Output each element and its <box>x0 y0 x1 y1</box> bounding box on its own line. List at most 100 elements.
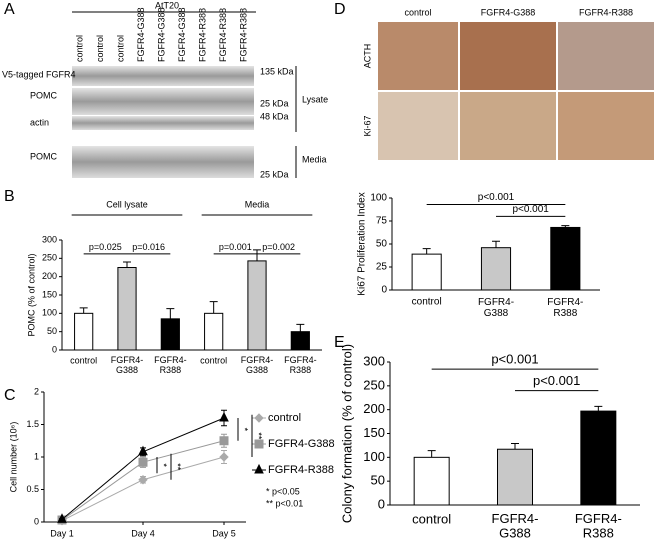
blot-band <box>72 88 254 115</box>
sig-mark: ** <box>254 432 264 440</box>
note: ** p<0.01 <box>266 498 303 508</box>
x-tick-label: FGFR4-G388 <box>241 355 274 375</box>
y-tick-label: 2 <box>34 386 39 396</box>
y-axis-label: Cell number (10⁶) <box>8 422 18 493</box>
bar <box>247 260 267 351</box>
x-tick-label: Day 4 <box>131 528 155 538</box>
y-tick-label: 150 <box>363 425 385 440</box>
error-bar <box>561 225 570 228</box>
lane-label: control <box>95 35 105 62</box>
marker <box>219 411 229 422</box>
error-bar <box>166 308 175 319</box>
y-tick-label: 0 <box>52 344 57 354</box>
y-tick-label: 50 <box>376 239 388 250</box>
lane-label: control <box>74 35 84 62</box>
micrograph <box>378 22 458 90</box>
micrograph-col: control <box>404 7 431 17</box>
blot-group: Media <box>302 154 327 164</box>
p-value: p=0.016 <box>132 242 165 252</box>
blot-group: Lysate <box>302 94 328 104</box>
blot-band <box>72 66 254 86</box>
x-tick-label: FGFR4-G388 <box>492 511 539 540</box>
x-tick-label: control <box>200 355 227 365</box>
panel-letter: C <box>4 387 16 404</box>
x-tick-label: Day 1 <box>50 528 74 538</box>
y-tick-label: 0 <box>378 496 385 511</box>
y-tick-label: 100 <box>42 308 57 318</box>
line <box>61 417 225 520</box>
kda-label: 48 kDa <box>260 111 289 121</box>
kda-label: 135 kDa <box>260 66 294 76</box>
micrograph <box>460 92 556 160</box>
p-value: p<0.001 <box>512 204 549 215</box>
lane-label: FGFR4-G388 <box>136 7 146 62</box>
error-bar <box>209 301 218 314</box>
marker <box>219 436 229 446</box>
x-tick-label: FGFR4-R388 <box>575 511 622 540</box>
error-bar <box>422 248 431 255</box>
marker <box>138 457 148 467</box>
y-tick-label: 100 <box>363 449 385 464</box>
x-tick-label: FGFR4-G388 <box>478 297 514 319</box>
marker <box>138 445 148 456</box>
micrograph <box>558 92 654 160</box>
bar <box>290 331 310 351</box>
error-bar <box>296 323 305 332</box>
bar <box>550 226 581 291</box>
p-value: p<0.001 <box>478 192 515 203</box>
legend-label: FGFR4-G388 <box>268 438 335 450</box>
y-tick-label: 0 <box>34 516 39 526</box>
bar <box>480 247 512 291</box>
panel-letter: B <box>4 188 15 205</box>
error-bar <box>79 307 88 314</box>
y-tick-label: 300 <box>363 353 385 368</box>
micrograph-col: FGFR4-G388 <box>481 7 536 17</box>
micrograph-row: Ki-67 <box>362 115 372 136</box>
y-tick-label: 50 <box>371 473 385 488</box>
panel-letter: D <box>334 1 346 18</box>
sig-mark: * <box>240 428 250 432</box>
bar <box>74 312 94 351</box>
micrograph <box>558 22 654 90</box>
p-value: p=0.002 <box>262 242 295 252</box>
error-bar <box>492 240 500 248</box>
y-tick-label: 200 <box>42 271 57 281</box>
p-value: p<0.001 <box>491 351 538 366</box>
x-tick-label: FGFR4-G388 <box>111 355 144 375</box>
marker <box>219 452 229 462</box>
chart: 0 50 100 150 200 250 300 POMC (% of control) con… <box>26 199 322 375</box>
y-tick-label: 250 <box>42 253 57 263</box>
lane-label: FGFR4-G388 <box>156 7 166 62</box>
blot-band <box>72 146 254 178</box>
error-bar <box>123 261 131 268</box>
p-value: p=0.025 <box>89 242 122 252</box>
lane-label: FGFR4-G388 <box>177 7 187 62</box>
kda-label: 25 kDa <box>260 98 289 108</box>
group-label: Media <box>245 199 270 209</box>
y-tick-label: 1 <box>34 451 39 461</box>
x-tick-label: Day 5 <box>212 528 236 538</box>
bar <box>204 312 224 351</box>
y-tick-label: 0.5 <box>26 484 39 494</box>
y-tick-label: 200 <box>363 401 385 416</box>
sig-mark: * <box>159 463 169 467</box>
bar <box>411 253 442 291</box>
marker <box>254 463 264 474</box>
blot-band <box>72 116 254 130</box>
marker <box>57 513 67 523</box>
blot-header: AtT20 <box>155 0 179 10</box>
lane-label: FGFR4-R388 <box>197 8 207 62</box>
group-label: Cell lysate <box>106 199 148 209</box>
error-bar <box>594 405 603 412</box>
x-tick-label: FGFR4-R388 <box>154 355 187 375</box>
bar <box>160 318 180 351</box>
error-bar <box>427 450 436 458</box>
y-tick-label: 0 <box>381 285 387 296</box>
lane-label: control <box>115 35 125 62</box>
y-axis-label: Ki67 Proliferation Index <box>357 192 368 295</box>
blot-row-label: actin <box>30 117 49 127</box>
micrographs <box>378 22 654 160</box>
micrograph-col: FGFR4-R388 <box>579 7 633 17</box>
